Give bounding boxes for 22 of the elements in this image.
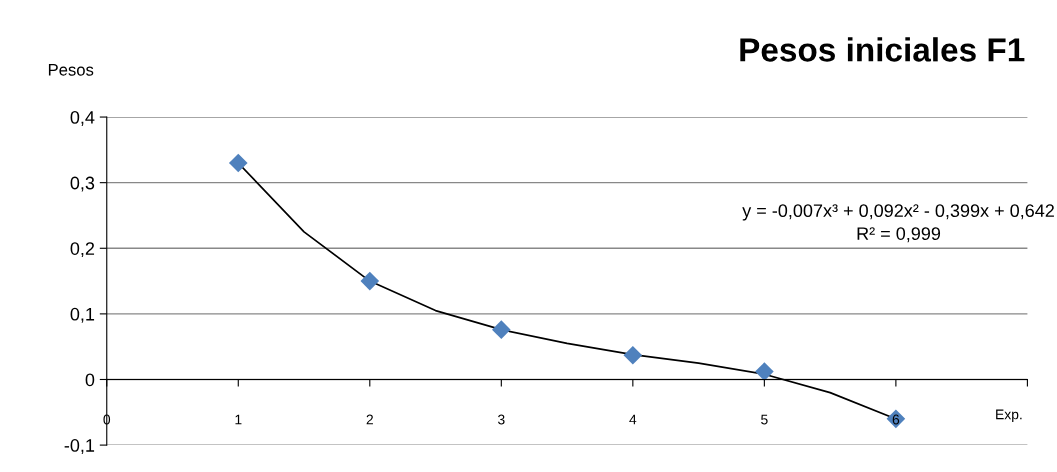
x-tick-label: 6 — [892, 414, 900, 425]
annotation: R² = 0,999 — [857, 227, 941, 243]
x-tick-label: 1 — [235, 414, 242, 425]
point — [492, 320, 511, 339]
x-tick-label: 4 — [629, 414, 637, 425]
y-tick-label: 0,3 — [70, 176, 95, 192]
point — [360, 271, 380, 291]
y-axis-title: Pesos — [48, 64, 94, 76]
point — [623, 345, 643, 365]
x-axis-title: Exp. — [996, 409, 1022, 423]
x-tick-label: 3 — [497, 414, 505, 425]
chart-title: Pesos iniciales F1 — [740, 37, 1025, 62]
y-tick-label: 0,2 — [70, 242, 95, 258]
point — [228, 153, 248, 173]
y-tick-label: -0,1 — [64, 439, 95, 454]
annotation: y = -0,007x³ + 0,092x² - 0,399x + 0,642 — [742, 204, 1054, 221]
x-tick-label: 5 — [761, 414, 768, 425]
point — [755, 362, 774, 381]
y-tick-label: 0,1 — [70, 307, 95, 323]
y-tick-label: 0,4 — [70, 110, 95, 126]
x-tick-label: 2 — [366, 414, 373, 425]
y-tick-label: 0 — [85, 373, 95, 387]
